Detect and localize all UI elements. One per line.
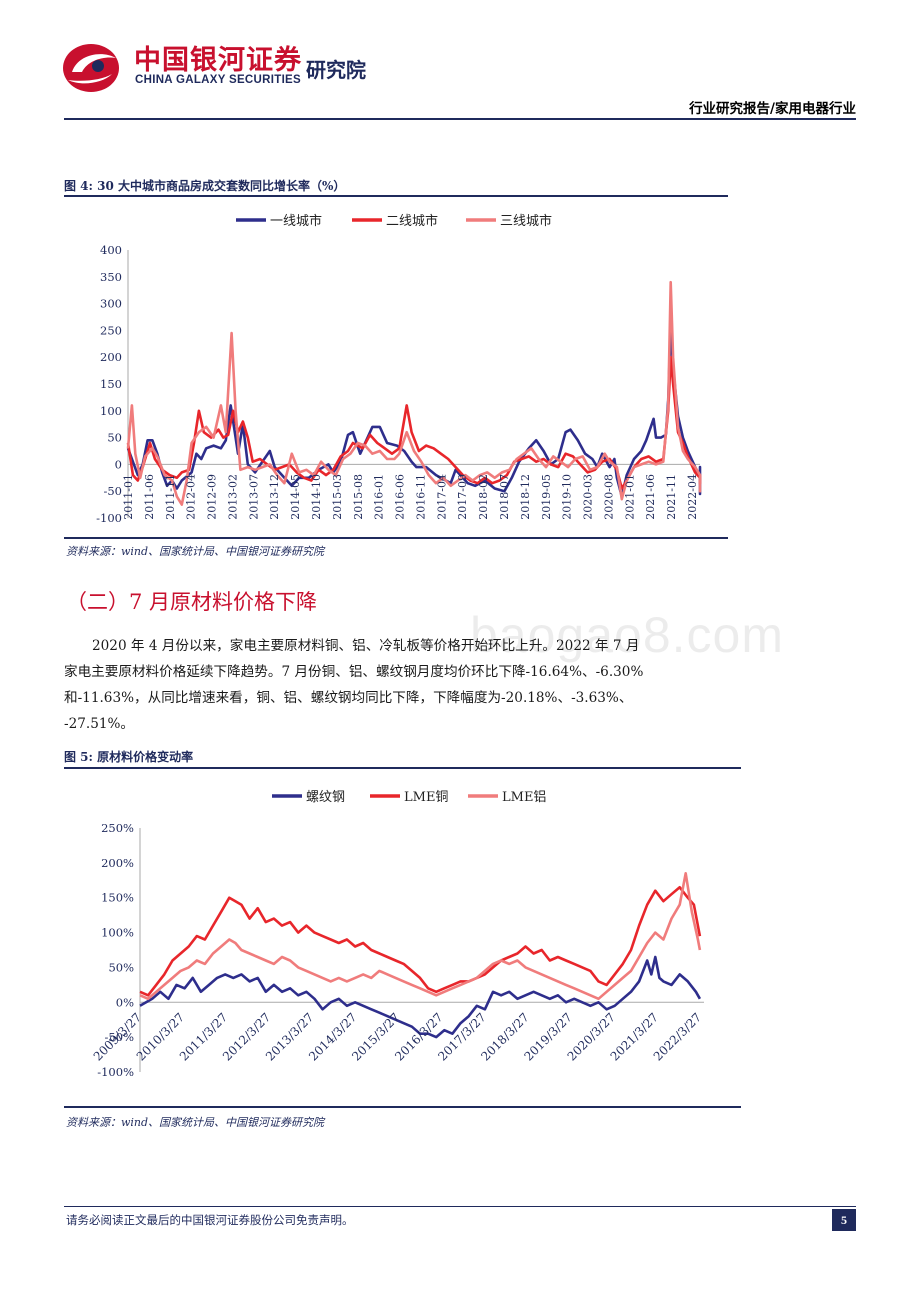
figure4-caption: 图 4: 30 大中城市商品房成交套数同比增长率（%） [64, 179, 346, 193]
series-line-一线城市 [126, 323, 702, 498]
x-tick-label: 2020-08 [602, 474, 615, 520]
y-tick-label: -50% [105, 1030, 135, 1044]
x-tick-label: 2015-03 [331, 474, 344, 520]
brand-name-en: CHINA GALAXY SECURITIES [135, 74, 302, 86]
series-line-二线城市 [126, 355, 702, 490]
legend-label: 一线城市 [270, 213, 322, 229]
y-tick-label: 0% [116, 995, 134, 1009]
x-tick-label: 2018-12 [519, 474, 532, 520]
figure5-chart: 螺纹钢 LME铜 LME铝 -100% -50% 0% 50% 100% 150% 200% 250… [91, 790, 704, 1079]
y-tick-label: -50 [103, 484, 122, 498]
y-tick-label: 150% [101, 891, 134, 905]
y-tick-label: -100% [97, 1065, 134, 1079]
paragraph-line: 和-11.63%，从同比增速来看，铜、铝、螺纹钢均同比下降，下降幅度为-20.1… [64, 690, 633, 706]
x-tick-label: 2011-11 [164, 474, 177, 520]
figure4-top-rule [64, 195, 728, 197]
y-tick-label: 100 [100, 404, 122, 418]
y-tick-label: 250% [101, 821, 134, 835]
series-line-螺纹钢 [139, 955, 702, 1039]
x-tick-label: 2015-08 [352, 474, 365, 520]
brand-institute: 研究院 [306, 58, 366, 82]
legend-label: 三线城市 [500, 213, 552, 229]
series-line-LME铝 [139, 872, 702, 1001]
paragraph-line: 家电主要原材料价格延续下降趋势。7 月份铜、铝、螺纹钢月度均价环比下降-16.6… [64, 664, 644, 680]
series-line-LME铜 [139, 886, 702, 997]
y-tick-label: 200 [100, 350, 122, 364]
section-heading: （二）7 月原材料价格下降 [66, 590, 318, 614]
x-tick-label: 2016-01 [373, 474, 386, 520]
x-tick-label: 2017-09 [456, 474, 469, 520]
page-number: 5 [832, 1209, 856, 1231]
x-tick-label: 2019-10 [561, 474, 574, 520]
x-tick-label: 2012-04 [185, 474, 198, 520]
x-tick-label: 2018-07 [498, 474, 511, 520]
y-tick-label: 250 [100, 323, 122, 337]
x-tick-label: 2021-11 [665, 474, 678, 520]
y-tick-label: 200% [101, 856, 134, 870]
y-tick-label: -100 [96, 511, 122, 525]
y-tick-label: 400 [100, 243, 122, 257]
header-rule [64, 118, 856, 120]
x-tick-label: 2021-06 [644, 474, 657, 520]
x-tick-label: 2017-04 [435, 474, 448, 520]
x-tick-label: 2013-07 [247, 474, 260, 520]
footer-rule [64, 1206, 856, 1207]
section-paragraph: 2020 年 4 月份以来，家电主要原材料铜、铝、冷轧板等价格开始环比上升。20… [64, 633, 864, 737]
x-tick-label: 2021-01 [623, 474, 636, 520]
x-tick-label: 2019-05 [540, 474, 553, 520]
footer-disclaimer: 请务必阅读正文最后的中国银河证券股份公司免责声明。 [66, 1213, 354, 1227]
brand-logo [58, 36, 124, 96]
figure5-bottom-rule [64, 1106, 741, 1108]
paragraph-line: -27.51%。 [64, 716, 135, 732]
brand-name-cn: 中国银河证券 [134, 45, 302, 76]
figure4-source: 资料来源：wind、国家统计局、中国银河证券研究院 [66, 545, 325, 558]
x-tick-label: 2014-10 [310, 474, 323, 520]
legend-label: LME铜 [404, 790, 448, 805]
y-tick-label: 150 [100, 377, 122, 391]
x-tick-label: 2011-01 [122, 474, 135, 520]
series-line-三线城市 [126, 280, 702, 506]
figure4-chart: 一线城市 二线城市 三线城市 -100 -50 0 50 100 150 200 250 300 350… [96, 213, 702, 525]
x-tick-label: 2016-11 [414, 474, 427, 520]
y-tick-label: 350 [100, 270, 122, 284]
legend-label: LME铝 [502, 790, 546, 805]
y-tick-label: 300 [100, 297, 122, 311]
watermark: baogao8.com [470, 607, 785, 663]
x-tick-label: 2016-06 [394, 474, 407, 520]
x-tick-label: 2013-12 [268, 474, 281, 520]
paragraph-line: 2020 年 4 月份以来，家电主要原材料铜、铝、冷轧板等价格开始环比上升。20… [92, 638, 640, 654]
x-tick-label: 2012-09 [206, 474, 219, 520]
x-tick-label: 2018-02 [477, 474, 490, 520]
y-tick-label: 50% [108, 960, 134, 974]
y-tick-label: 50 [107, 431, 122, 445]
legend-label: 螺纹钢 [306, 790, 345, 805]
figure5-source: 资料来源：wind、国家统计局、中国银河证券研究院 [66, 1116, 325, 1129]
figure4-bottom-rule [64, 537, 728, 539]
figure5-top-rule [64, 767, 741, 769]
x-tick-label: 2011-06 [143, 474, 156, 520]
report-type: 行业研究报告/家用电器行业 [689, 101, 856, 117]
y-tick-label: 0 [115, 457, 122, 471]
x-tick-label: 2014-05 [289, 474, 302, 520]
y-tick-label: 100% [101, 926, 134, 940]
legend-label: 二线城市 [386, 213, 438, 229]
x-tick-label: 2013-02 [226, 474, 239, 520]
galaxy-logo-icon [63, 44, 119, 92]
figure5-caption: 图 5: 原材料价格变动率 [64, 750, 194, 764]
x-tick-label: 2022-04 [686, 474, 699, 520]
x-tick-label: 2020-03 [582, 474, 595, 520]
